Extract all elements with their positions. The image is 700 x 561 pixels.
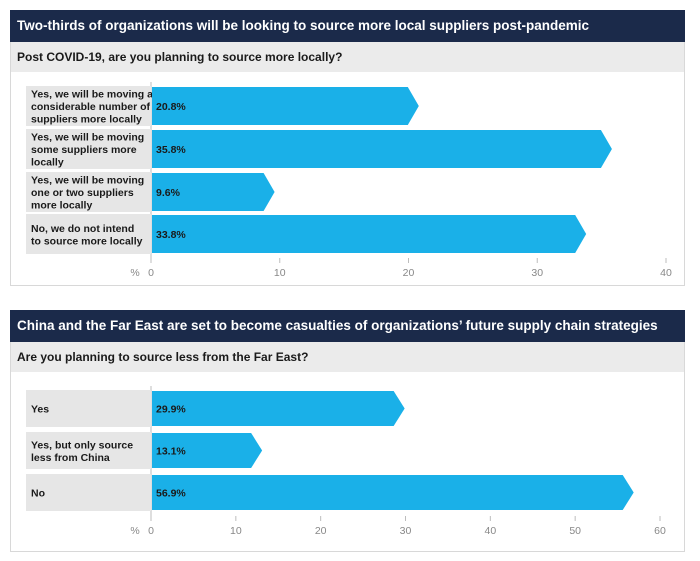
chart-body — [10, 372, 685, 552]
category-label: locally — [31, 157, 64, 169]
tick-label: 50 — [569, 525, 581, 537]
bar — [152, 87, 419, 125]
bar — [152, 391, 405, 426]
category-label: Yes — [31, 404, 49, 416]
data-label: 35.8% — [156, 144, 186, 156]
category-label-bg — [26, 214, 151, 254]
chart-panel-far-east: China and the Far East are set to become… — [10, 310, 685, 552]
category-label-bg — [26, 86, 151, 126]
chart-question: Are you planning to source less from the… — [10, 342, 685, 372]
bar — [152, 173, 275, 211]
category-label: one or two suppliers — [31, 187, 134, 199]
category-label: suppliers more locally — [31, 114, 142, 126]
chart-title: China and the Far East are set to become… — [10, 310, 685, 342]
tick-label: 40 — [484, 525, 496, 537]
axis-unit-label: % — [130, 267, 139, 279]
tick-label: 60 — [654, 525, 666, 537]
chart-body — [10, 72, 685, 286]
category-label: to source more locally — [31, 235, 143, 247]
category-label: No — [31, 488, 45, 500]
tick-label: 20 — [315, 525, 327, 537]
data-label: 56.9% — [156, 488, 186, 500]
tick-label: 30 — [400, 525, 412, 537]
tick-label: 10 — [230, 525, 242, 537]
category-label: Yes, we will be moving — [31, 132, 144, 144]
category-label: considerable number of — [31, 101, 151, 113]
tick-label: 20 — [403, 267, 415, 279]
tick-label: 40 — [660, 267, 672, 279]
bar — [152, 130, 612, 168]
category-label-bg — [26, 129, 151, 169]
bar — [152, 215, 587, 253]
category-label: more locally — [31, 200, 92, 212]
category-label: some suppliers more — [31, 144, 137, 156]
category-label-bg — [26, 390, 151, 427]
category-label: Yes, but only source — [31, 439, 133, 451]
tick-label: 10 — [274, 267, 286, 279]
data-label: 29.9% — [156, 404, 186, 416]
axis-unit-label: % — [130, 525, 139, 537]
data-label: 9.6% — [156, 187, 181, 199]
category-label: less from China — [31, 452, 110, 464]
tick-label: 0 — [148, 267, 154, 279]
chart-title: Two-thirds of organizations will be look… — [10, 10, 685, 42]
category-label: Yes, we will be moving — [31, 175, 144, 187]
chart-question: Post COVID-19, are you planning to sourc… — [10, 42, 685, 72]
category-label-bg — [26, 474, 151, 511]
data-label: 20.8% — [156, 101, 186, 113]
category-label-bg — [26, 172, 151, 212]
data-label: 33.8% — [156, 229, 186, 241]
tick-label: 0 — [148, 525, 154, 537]
category-label: No, we do not intend — [31, 223, 134, 235]
category-label-bg — [26, 432, 151, 469]
bar — [152, 433, 263, 468]
category-label: Yes, we will be moving a — [31, 89, 153, 101]
chart-panel-local-sourcing: Two-thirds of organizations will be look… — [10, 10, 685, 286]
bar — [152, 475, 634, 510]
tick-label: 30 — [531, 267, 543, 279]
data-label: 13.1% — [156, 446, 186, 458]
